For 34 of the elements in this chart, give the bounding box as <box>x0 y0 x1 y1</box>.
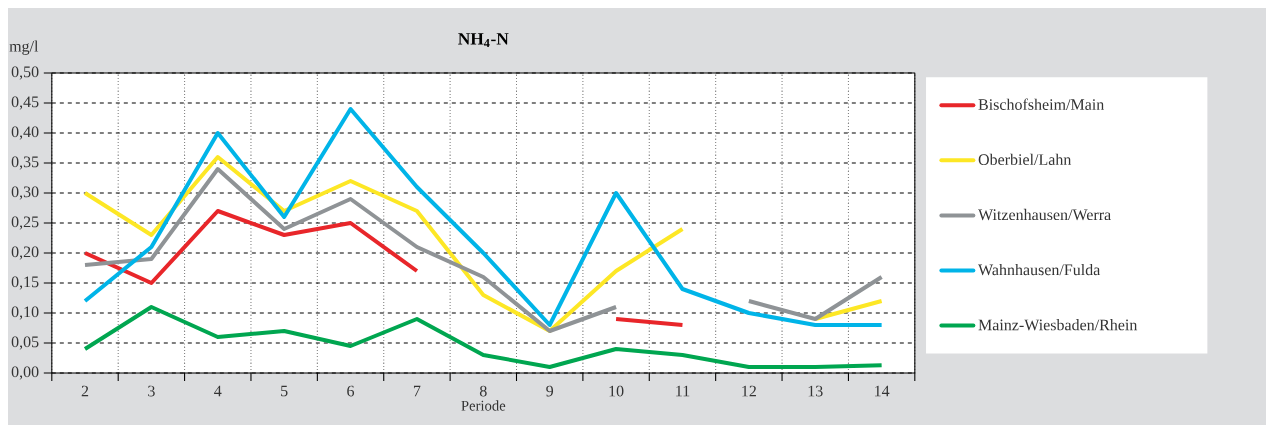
x-tick-label: 6 <box>347 385 355 397</box>
legend-label: Witzenhausen/Werra <box>978 208 1111 221</box>
x-axis-title: Periode <box>461 400 506 411</box>
y-tick-label: 0,40 <box>11 126 39 140</box>
y-tick-label: 0,45 <box>11 96 39 110</box>
x-tick-label: 9 <box>546 385 554 397</box>
y-tick-label: 0,05 <box>11 336 39 350</box>
y-tick-label: 0,10 <box>11 306 39 320</box>
y-tick-label: 0,20 <box>11 246 39 260</box>
legend-label: Mainz-Wiesbaden/Rhein <box>978 319 1138 331</box>
legend-label: Wahnhausen/Fulda <box>978 263 1101 276</box>
x-tick-label: 3 <box>148 385 155 397</box>
x-tick-label: 2 <box>81 385 89 397</box>
y-axis-title: mg/l <box>9 40 39 55</box>
legend-label: Bischofsheim/Main <box>978 98 1105 110</box>
y-tick-label: 0,35 <box>11 156 39 170</box>
x-tick-label: 5 <box>281 385 288 397</box>
x-tick-label: 12 <box>742 385 756 397</box>
y-tick-label: 0,25 <box>11 216 39 230</box>
y-tick-label: 0,50 <box>11 66 39 80</box>
x-tick-label: 14 <box>875 385 890 397</box>
y-tick-label: 0,15 <box>11 276 39 290</box>
y-tick-label: 0,30 <box>11 186 39 200</box>
x-tick-label: 8 <box>479 385 487 397</box>
line-series <box>83 107 884 327</box>
legend-label: Oberbiel/Lahn <box>978 153 1072 166</box>
chart-title: NH$_{4}$-N <box>458 33 509 47</box>
x-tick-label: 7 <box>413 385 421 397</box>
x-tick-label: 10 <box>609 385 624 397</box>
y-tick-label: 0,00 <box>11 366 39 380</box>
x-tick-label: 11 <box>676 385 690 397</box>
x-tick-label: 13 <box>808 385 823 397</box>
x-tick-label: 4 <box>214 385 222 397</box>
line-series <box>83 305 884 369</box>
